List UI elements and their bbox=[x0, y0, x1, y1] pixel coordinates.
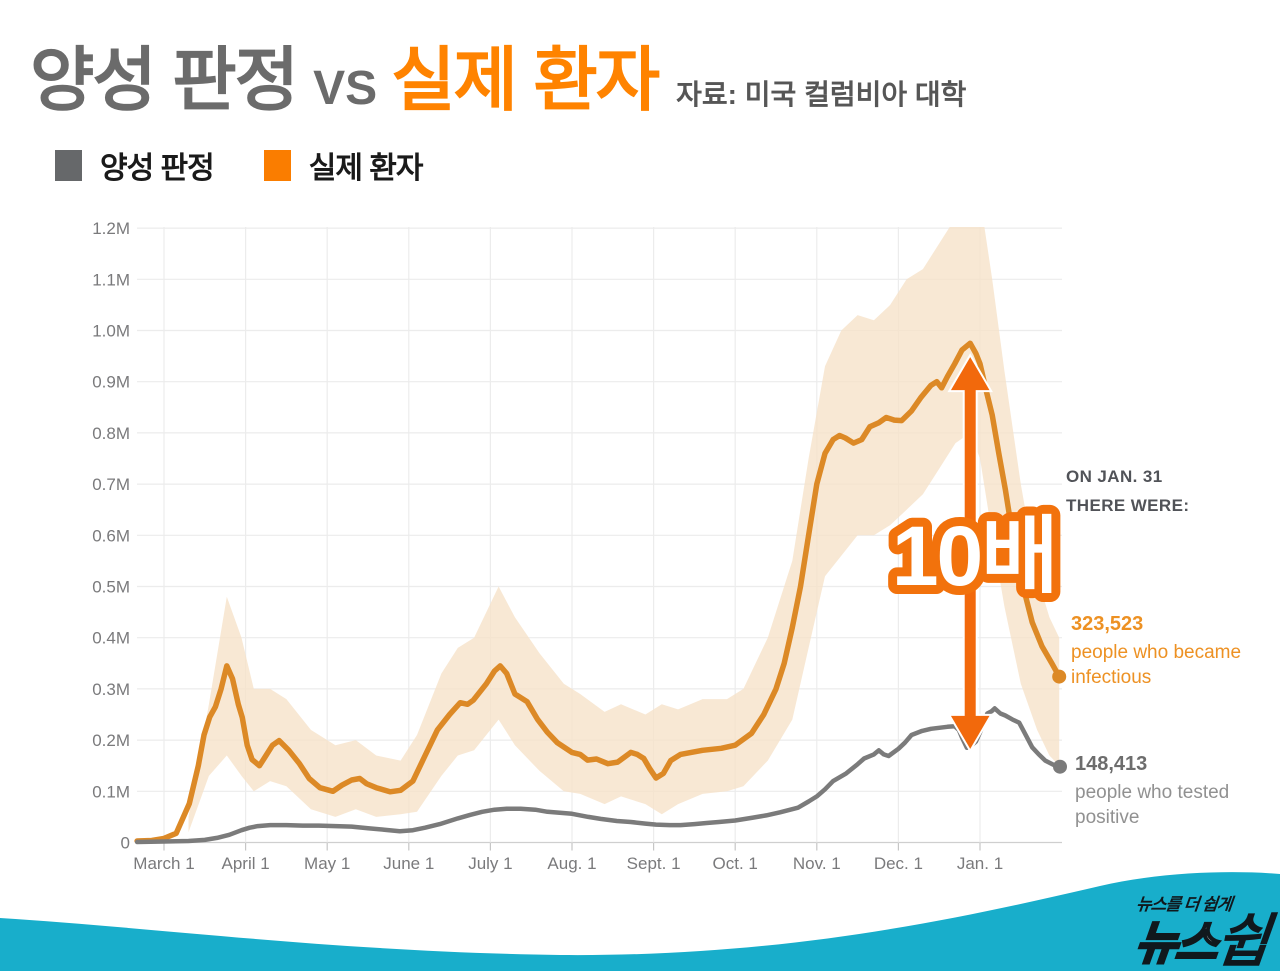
y-tick-label: 0.8M bbox=[92, 424, 130, 443]
x-tick-label: Jan. 1 bbox=[957, 854, 1003, 873]
infectious-desc-line1: people who became bbox=[1071, 642, 1242, 663]
y-tick-label: 0.5M bbox=[92, 578, 130, 597]
x-tick-label: Nov. 1 bbox=[793, 854, 841, 873]
page-title-left: 양성 판정 bbox=[30, 41, 299, 119]
multiplier-label: 10배 bbox=[892, 509, 1057, 603]
positive-value: 148,413 bbox=[1075, 753, 1148, 775]
logo-tagline: 뉴스를 더 쉽게 bbox=[1134, 895, 1233, 914]
x-tick-label: April 1 bbox=[222, 854, 270, 873]
page-title-right: 실제 환자 bbox=[391, 41, 660, 119]
positive-desc-line1: people who tested bbox=[1075, 782, 1230, 803]
x-tick-label: Oct. 1 bbox=[713, 854, 758, 873]
positive-desc-line2: positive bbox=[1075, 807, 1140, 828]
data-source-label: 자료: 미국 컬럼비아 대학 bbox=[676, 79, 967, 110]
series-end-dots bbox=[1052, 669, 1067, 774]
y-tick-label: 0.4M bbox=[92, 629, 130, 648]
y-tick-label: 0.9M bbox=[92, 373, 130, 392]
logo-text-ship: 쉽 bbox=[1212, 909, 1271, 974]
y-tick-label: 1.1M bbox=[92, 270, 130, 289]
infectious-swatch-icon bbox=[263, 149, 291, 181]
y-axis-labels: 0 0.1M 0.2M 0.3M 0.4M 0.5M 0.6M 0.7M 0.8M 0.9M 1.0… bbox=[92, 219, 130, 852]
x-tick-label: July 1 bbox=[468, 854, 512, 873]
legend-item-infectious: 실제 환자 bbox=[263, 143, 424, 187]
infectious-line bbox=[134, 340, 1062, 844]
legend-item-positive: 양성 판정 bbox=[55, 143, 215, 187]
x-tick-label: Sept. 1 bbox=[627, 854, 681, 873]
infectious-value: 323,523 bbox=[1071, 613, 1144, 635]
infectious-note: 323,523 people who became infectious bbox=[1071, 612, 1241, 690]
x-axis-labels: March 1 April 1 May 1 June 1 July 1 Aug. 1 Sep… bbox=[133, 854, 1003, 873]
tenfold-arrow bbox=[947, 353, 993, 753]
infectious-end-dot bbox=[1052, 669, 1067, 684]
page-title-vs: VS bbox=[313, 62, 378, 115]
chart-legend: 양성 판정 실제 환자 bbox=[55, 143, 473, 187]
y-tick-label: 1.2M bbox=[92, 219, 130, 238]
footer-wave bbox=[0, 872, 1280, 971]
date-note-line1: ON JAN. 31 bbox=[1066, 467, 1163, 486]
tenfold-arrow-shape bbox=[947, 353, 993, 753]
infectious-band bbox=[188, 227, 1060, 833]
y-tick-label: 1.0M bbox=[92, 322, 130, 341]
legend-label-positive: 양성 판정 bbox=[100, 152, 215, 185]
logo-text-news: 뉴스 bbox=[1131, 916, 1220, 971]
positive-swatch-icon bbox=[55, 149, 82, 181]
x-tick-label: June 1 bbox=[383, 854, 434, 873]
x-tick-label: May 1 bbox=[304, 854, 350, 873]
positive-note: 148,413 people who tested positive bbox=[1075, 752, 1229, 830]
date-note-line2: THERE WERE: bbox=[1066, 496, 1190, 515]
y-tick-label: 0.6M bbox=[92, 526, 130, 545]
date-note: ON JAN. 31 THERE WERE: bbox=[1066, 462, 1189, 520]
y-tick-label: 0.1M bbox=[92, 782, 130, 801]
y-tick-label: 0 bbox=[121, 834, 130, 853]
legend-label-infectious: 실제 환자 bbox=[308, 152, 424, 185]
x-tick-label: March 1 bbox=[133, 854, 194, 873]
newsship-logo: 뉴스를 더 쉽게 뉴스쉽 bbox=[1128, 890, 1273, 980]
x-tick-label: Aug. 1 bbox=[547, 854, 596, 873]
infectious-desc-line2: infectious bbox=[1071, 667, 1152, 688]
y-tick-label: 0.7M bbox=[92, 475, 130, 494]
x-tick-label: Dec. 1 bbox=[874, 854, 923, 873]
confidence-band bbox=[188, 227, 1060, 833]
logo-wordmark: 뉴스쉽 bbox=[1128, 909, 1271, 980]
y-tick-label: 0.3M bbox=[92, 680, 130, 699]
wave-shape bbox=[0, 872, 1280, 971]
header: 양성 판정 VS 실제 환자 자료: 미국 컬럼비아 대학 bbox=[30, 24, 966, 125]
y-tick-label: 0.2M bbox=[92, 731, 130, 750]
positive-end-dot bbox=[1053, 759, 1067, 774]
